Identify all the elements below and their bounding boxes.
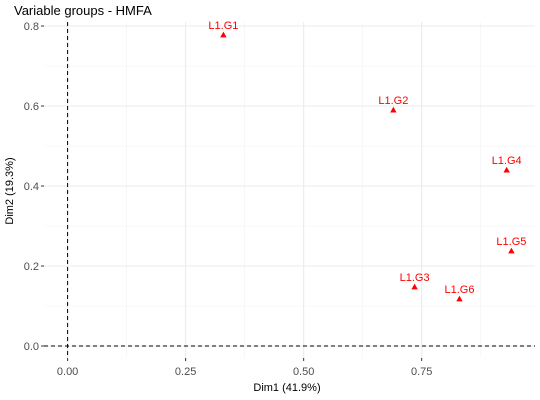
data-point bbox=[503, 167, 509, 173]
x-axis: 0.00 0.25 0.50 0.75 bbox=[57, 358, 433, 378]
point-label: L1.G3 bbox=[400, 272, 430, 284]
minor-gridlines bbox=[44, 22, 535, 358]
data-point bbox=[508, 248, 514, 254]
point-label: L1.G4 bbox=[492, 155, 522, 167]
point-label: L1.G5 bbox=[496, 236, 526, 248]
x-tick-label: 0.25 bbox=[175, 366, 196, 378]
reference-lines bbox=[44, 22, 535, 358]
y-axis: 0.0 0.2 0.4 0.6 0.8 bbox=[24, 21, 44, 353]
x-axis-title: Dim1 (41.9%) bbox=[253, 382, 320, 394]
x-tick-label: 0.75 bbox=[411, 366, 432, 378]
data-point bbox=[411, 284, 417, 290]
x-tick-label: 0.50 bbox=[293, 366, 314, 378]
point-label: L1.G1 bbox=[208, 20, 238, 32]
y-tick-label: 0.0 bbox=[24, 341, 39, 353]
data-points: L1.G1 L1.G2 L1.G4 L1.G5 L1.G3 L1.G6 bbox=[208, 20, 526, 302]
y-tick-label: 0.2 bbox=[24, 261, 39, 273]
chart-title: Variable groups - HMFA bbox=[14, 3, 152, 18]
major-gridlines bbox=[44, 22, 535, 358]
data-point bbox=[390, 107, 396, 113]
point-label: L1.G6 bbox=[444, 284, 474, 296]
x-tick-label: 0.00 bbox=[57, 366, 78, 378]
data-point bbox=[220, 32, 226, 38]
y-tick-label: 0.8 bbox=[24, 21, 39, 33]
y-axis-title: Dim2 (19.3%) bbox=[4, 157, 16, 224]
y-tick-label: 0.6 bbox=[24, 101, 39, 113]
data-point bbox=[456, 296, 462, 302]
y-tick-label: 0.4 bbox=[24, 181, 39, 193]
point-label: L1.G2 bbox=[378, 95, 408, 107]
